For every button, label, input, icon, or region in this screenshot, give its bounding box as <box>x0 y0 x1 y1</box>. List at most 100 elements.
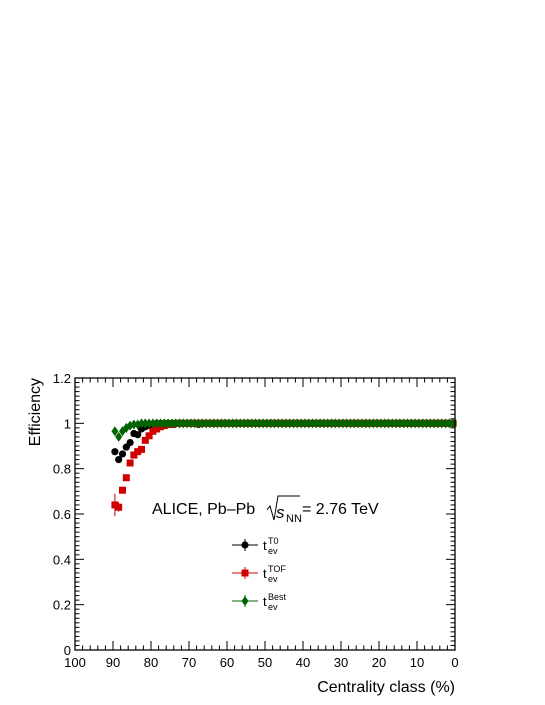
data-point <box>115 431 123 442</box>
data-point <box>157 418 164 429</box>
data-point <box>373 418 381 429</box>
x-tick-label: 70 <box>182 655 196 670</box>
data-point <box>411 418 419 429</box>
y-tick-label: 0.8 <box>53 462 71 477</box>
data-point <box>271 418 278 429</box>
data-point <box>134 431 142 439</box>
data-point <box>244 418 252 429</box>
data-point <box>252 418 259 429</box>
data-point <box>160 418 168 429</box>
data-point <box>388 418 396 429</box>
data-point <box>153 425 161 433</box>
data-point <box>293 418 301 429</box>
data-point <box>404 418 411 429</box>
data-point <box>347 418 354 429</box>
data-point <box>214 418 221 429</box>
data-point <box>290 418 297 429</box>
legend-label-superscript: TOF <box>268 564 286 574</box>
data-point <box>385 418 392 429</box>
data-point <box>442 418 449 429</box>
data-point <box>119 486 126 494</box>
data-point <box>149 418 157 429</box>
data-point <box>229 418 237 429</box>
data-point <box>263 418 271 429</box>
legend-marker <box>241 541 249 549</box>
data-point <box>407 418 415 429</box>
data-point <box>138 418 145 429</box>
data-point <box>176 418 183 429</box>
data-point <box>396 418 404 429</box>
x-tick-label: 0 <box>451 655 458 670</box>
x-tick-label: 10 <box>410 655 424 670</box>
legend-label-subscript: ev <box>268 546 278 556</box>
y-tick-label: 0.6 <box>53 507 71 522</box>
data-point <box>118 450 127 458</box>
data-point <box>240 418 248 429</box>
legend-marker <box>241 596 249 606</box>
legend-label-superscript: T0 <box>268 536 279 546</box>
data-point <box>183 418 191 429</box>
data-point <box>324 418 332 429</box>
data-point <box>115 456 123 464</box>
data-point <box>358 418 366 429</box>
data-point <box>354 418 362 429</box>
data-point <box>217 418 225 429</box>
data-point <box>339 418 347 429</box>
data-point <box>297 418 305 429</box>
y-tick-labels: 0 0.2 0.4 0.6 0.8 1 1.2 <box>53 371 71 658</box>
y-tick-label: 0.2 <box>53 598 71 613</box>
y-tick-label: 1.2 <box>53 371 71 386</box>
sqrt-subscript: NN <box>286 513 302 525</box>
data-layer <box>111 418 457 517</box>
x-tick-label: 80 <box>144 655 158 670</box>
data-point <box>286 418 294 429</box>
tick-layer <box>74 377 456 651</box>
x-tick-label: 30 <box>334 655 348 670</box>
data-point <box>130 451 138 459</box>
data-point <box>233 418 240 429</box>
sqrt-sign <box>266 495 300 521</box>
data-point <box>274 418 282 429</box>
data-point <box>168 418 176 429</box>
legend-label: t <box>263 594 267 609</box>
x-tick-label: 20 <box>372 655 386 670</box>
data-point <box>164 418 172 429</box>
data-point <box>282 418 290 429</box>
annotation-prefix: ALICE, Pb–Pb <box>152 501 255 518</box>
data-point <box>225 418 233 429</box>
data-point <box>134 448 142 456</box>
sqrt-s-symbol: s <box>276 503 285 522</box>
series-best <box>111 418 457 442</box>
data-point <box>415 418 423 429</box>
data-point <box>312 418 320 429</box>
x-tick-label: 90 <box>106 655 120 670</box>
y-axis-label: Efficiency <box>27 378 44 446</box>
data-point <box>278 418 286 429</box>
x-tick-label: 60 <box>220 655 234 670</box>
data-point <box>141 418 149 429</box>
data-point <box>362 418 370 429</box>
data-point <box>381 418 389 429</box>
data-point <box>122 474 130 482</box>
data-point <box>179 418 187 429</box>
data-point <box>259 418 267 429</box>
data-point <box>305 418 313 429</box>
legend-label-subscript: ev <box>268 574 278 584</box>
data-point <box>145 418 153 429</box>
data-point <box>316 418 324 429</box>
data-point <box>426 418 434 429</box>
data-point <box>350 418 358 429</box>
legend-label: t <box>263 566 267 581</box>
data-point <box>328 418 335 429</box>
data-point <box>423 418 430 429</box>
data-point <box>419 418 427 429</box>
y-tick-label: 1 <box>64 416 71 431</box>
data-point <box>206 418 214 429</box>
data-point <box>111 426 119 437</box>
plot-frame <box>74 377 456 651</box>
data-point <box>392 418 400 429</box>
data-point <box>145 432 153 440</box>
data-point <box>149 427 157 435</box>
